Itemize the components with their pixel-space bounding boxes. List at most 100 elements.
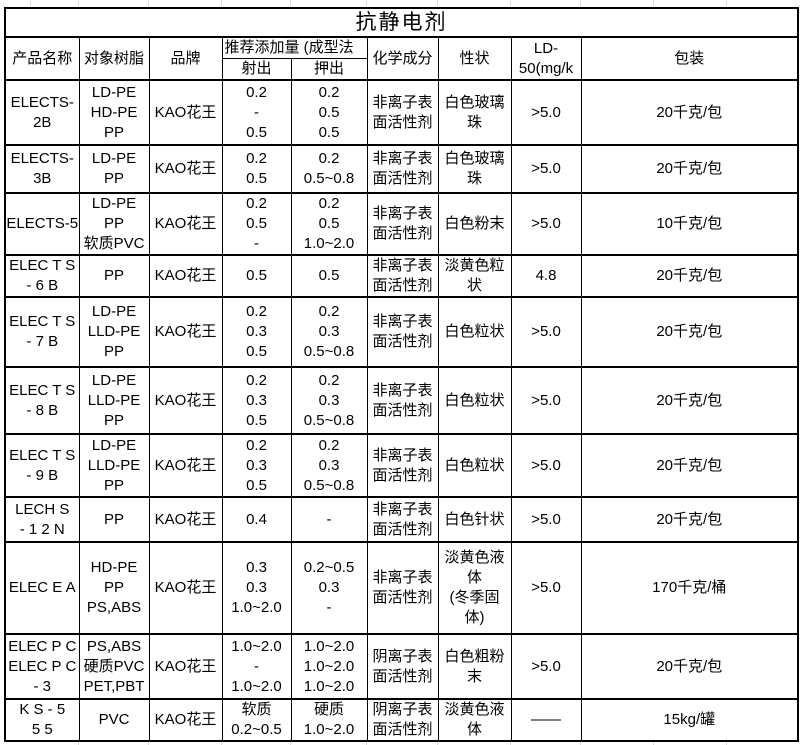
column-header-extrusion[interactable]: 押出 — [290, 58, 368, 81]
cell-injection[interactable]: 0.4 — [221, 496, 292, 543]
cell-brand[interactable]: KAO花王 — [148, 79, 223, 146]
cell-resin[interactable]: LD-PE PP 软质PVC — [78, 192, 150, 256]
column-header-resin[interactable]: 对象树脂 — [78, 36, 150, 81]
cell-appearance[interactable]: 白色玻璃 珠 — [437, 79, 512, 146]
cell-appearance[interactable]: 白色粒状 — [437, 296, 512, 368]
cell-appearance[interactable]: 淡黄色粒 状 — [437, 254, 512, 298]
cell-chemical[interactable]: 非离子表 面活性剂 — [366, 144, 439, 194]
cell-packaging[interactable]: 10千克/包 — [580, 192, 799, 256]
cell-product[interactable]: ELECTS- 3B — [4, 144, 80, 194]
cell-brand[interactable]: KAO花王 — [148, 541, 223, 635]
cell-brand[interactable]: KAO花王 — [148, 254, 223, 298]
cell-ld50[interactable]: >5.0 — [510, 144, 582, 194]
cell-appearance[interactable]: 白色玻璃 珠 — [437, 144, 512, 194]
cell-brand[interactable]: KAO花王 — [148, 192, 223, 256]
cell-resin[interactable]: LD-PE PP — [78, 144, 150, 194]
cell-product[interactable]: ELECTS-5 — [4, 192, 80, 256]
cell-extrusion[interactable]: 0.2 0.5 1.0~2.0 — [290, 192, 368, 256]
cell-product[interactable]: ELEC T S - 8 B — [4, 366, 80, 435]
cell-appearance[interactable]: 白色粉末 — [437, 192, 512, 256]
cell-chemical[interactable]: 非离子表 面活性剂 — [366, 254, 439, 298]
cell-brand[interactable]: KAO花王 — [148, 366, 223, 435]
cell-chemical[interactable]: 阴离子表 面活性剂 — [366, 698, 439, 742]
cell-injection[interactable]: 1.0~2.0 - 1.0~2.0 — [221, 633, 292, 700]
cell-chemical[interactable]: 非离子表 面活性剂 — [366, 496, 439, 543]
cell-packaging[interactable]: 20千克/包 — [580, 496, 799, 543]
cell-extrusion[interactable]: 0.2 0.3 0.5~0.8 — [290, 366, 368, 435]
cell-ld50[interactable]: >5.0 — [510, 496, 582, 543]
cell-ld50[interactable]: >5.0 — [510, 633, 582, 700]
cell-product[interactable]: ELEC T S - 7 B — [4, 296, 80, 368]
column-header-dosage-group[interactable]: 推荐添加量 (成型法 — [221, 36, 368, 59]
cell-injection[interactable]: 0.2 0.5 - — [221, 192, 292, 256]
column-header-injection[interactable]: 射出 — [221, 58, 292, 81]
cell-resin[interactable]: LD-PE LLD-PE PP — [78, 433, 150, 498]
cell-resin[interactable]: PP — [78, 496, 150, 543]
cell-packaging[interactable]: 20千克/包 — [580, 79, 799, 146]
cell-packaging[interactable]: 20千克/包 — [580, 633, 799, 700]
cell-brand[interactable]: KAO花王 — [148, 496, 223, 543]
cell-product[interactable]: ELEC E A — [4, 541, 80, 635]
cell-resin[interactable]: HD-PE PP PS,ABS — [78, 541, 150, 635]
cell-injection[interactable]: 0.2 0.3 0.5 — [221, 366, 292, 435]
cell-packaging[interactable]: 20千克/包 — [580, 366, 799, 435]
cell-product[interactable]: ELECTS- 2B — [4, 79, 80, 146]
cell-resin[interactable]: PVC — [78, 698, 150, 742]
cell-injection[interactable]: 0.3 0.3 1.0~2.0 — [221, 541, 292, 635]
cell-appearance[interactable]: 白色粗粉 末 — [437, 633, 512, 700]
cell-packaging[interactable]: 20千克/包 — [580, 433, 799, 498]
cell-ld50[interactable]: —— — [510, 698, 582, 742]
table-title[interactable]: 抗静电剂 — [4, 7, 799, 38]
cell-injection[interactable]: 软质 0.2~0.5 — [221, 698, 292, 742]
column-header-chemical[interactable]: 化学成分 — [366, 36, 439, 81]
cell-chemical[interactable]: 非离子表 面活性剂 — [366, 433, 439, 498]
cell-brand[interactable]: KAO花王 — [148, 144, 223, 194]
cell-ld50[interactable]: >5.0 — [510, 366, 582, 435]
cell-extrusion[interactable]: 0.2 0.5~0.8 — [290, 144, 368, 194]
cell-appearance[interactable]: 白色针状 — [437, 496, 512, 543]
cell-appearance[interactable]: 淡黄色液 体 (冬季固 体) — [437, 541, 512, 635]
cell-injection[interactable]: 0.2 0.3 0.5 — [221, 433, 292, 498]
cell-brand[interactable]: KAO花王 — [148, 296, 223, 368]
cell-ld50[interactable]: 4.8 — [510, 254, 582, 298]
cell-ld50[interactable]: >5.0 — [510, 192, 582, 256]
cell-injection[interactable]: 0.2 - 0.5 — [221, 79, 292, 146]
cell-extrusion[interactable]: 0.5 — [290, 254, 368, 298]
cell-chemical[interactable]: 非离子表 面活性剂 — [366, 79, 439, 146]
cell-chemical[interactable]: 非离子表 面活性剂 — [366, 296, 439, 368]
cell-brand[interactable]: KAO花王 — [148, 433, 223, 498]
cell-resin[interactable]: LD-PE LLD-PE PP — [78, 296, 150, 368]
cell-resin[interactable]: LD-PE HD-PE PP — [78, 79, 150, 146]
cell-chemical[interactable]: 阴离子表 面活性剂 — [366, 633, 439, 700]
cell-product[interactable]: ELEC T S - 9 B — [4, 433, 80, 498]
cell-chemical[interactable]: 非离子表 面活性剂 — [366, 192, 439, 256]
cell-extrusion[interactable]: 0.2 0.5 0.5 — [290, 79, 368, 146]
cell-packaging[interactable]: 20千克/包 — [580, 254, 799, 298]
cell-packaging[interactable]: 20千克/包 — [580, 144, 799, 194]
cell-chemical[interactable]: 非离子表 面活性剂 — [366, 366, 439, 435]
cell-resin[interactable]: PP — [78, 254, 150, 298]
cell-product[interactable]: LECH S - 1 2 N — [4, 496, 80, 543]
column-header-brand[interactable]: 品牌 — [148, 36, 223, 81]
column-header-packaging[interactable]: 包装 — [580, 36, 799, 81]
column-header-ld50[interactable]: LD- 50(mg/k — [510, 36, 582, 81]
cell-extrusion[interactable]: 1.0~2.0 1.0~2.0 1.0~2.0 — [290, 633, 368, 700]
cell-product[interactable]: ELEC P C ELEC P C - 3 — [4, 633, 80, 700]
cell-extrusion[interactable]: 0.2 0.3 0.5~0.8 — [290, 433, 368, 498]
cell-chemical[interactable]: 非离子表 面活性剂 — [366, 541, 439, 635]
cell-injection[interactable]: 0.2 0.3 0.5 — [221, 296, 292, 368]
cell-brand[interactable]: KAO花王 — [148, 633, 223, 700]
cell-resin[interactable]: LD-PE LLD-PE PP — [78, 366, 150, 435]
cell-appearance[interactable]: 淡黄色液 体 — [437, 698, 512, 742]
cell-packaging[interactable]: 15kg/罐 — [580, 698, 799, 742]
cell-brand[interactable]: KAO花王 — [148, 698, 223, 742]
cell-product[interactable]: ELEC T S - 6 B — [4, 254, 80, 298]
cell-packaging[interactable]: 20千克/包 — [580, 296, 799, 368]
cell-injection[interactable]: 0.5 — [221, 254, 292, 298]
cell-ld50[interactable]: >5.0 — [510, 541, 582, 635]
cell-appearance[interactable]: 白色粒状 — [437, 433, 512, 498]
cell-packaging[interactable]: 170千克/桶 — [580, 541, 799, 635]
cell-resin[interactable]: PS,ABS 硬质PVC PET,PBT — [78, 633, 150, 700]
cell-extrusion[interactable]: 硬质 1.0~2.0 — [290, 698, 368, 742]
cell-extrusion[interactable]: 0.2 0.3 0.5~0.8 — [290, 296, 368, 368]
